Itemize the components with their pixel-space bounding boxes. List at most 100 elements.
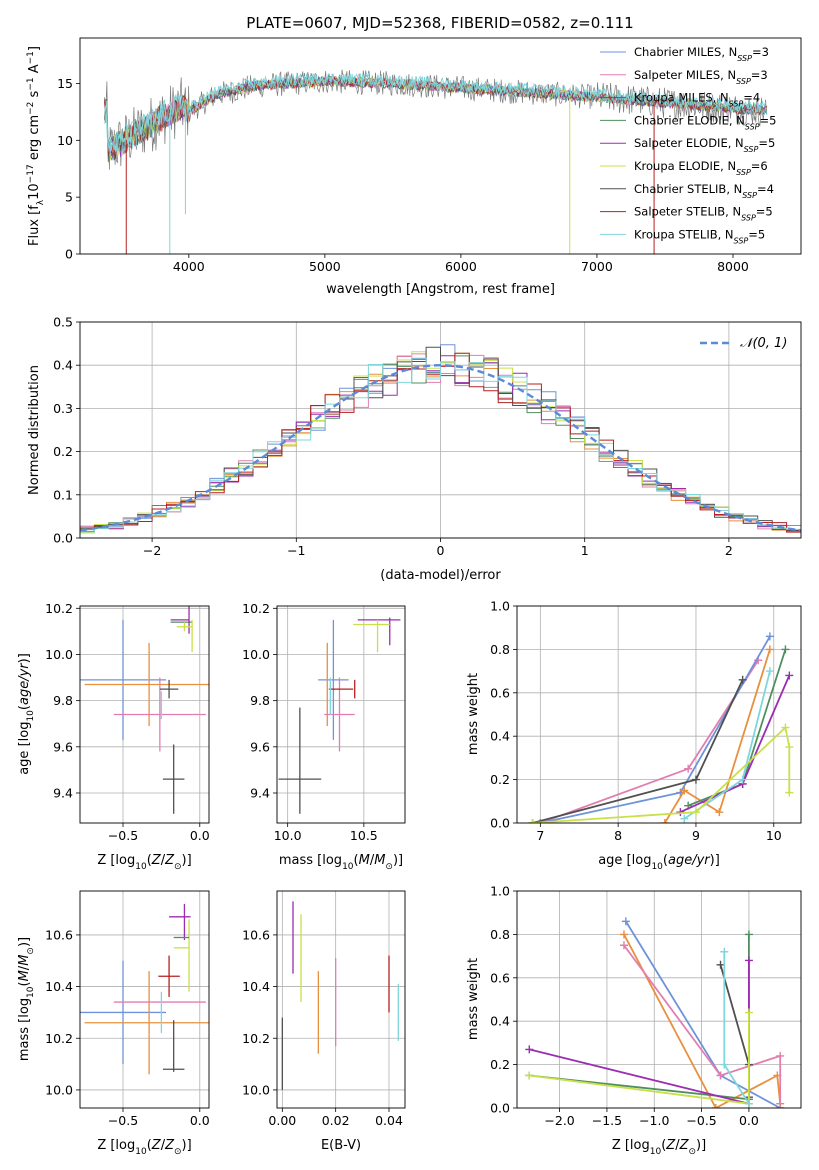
- spectrum-ylabel-part: −1: [26, 77, 36, 90]
- legend-label-name: Kroupa ELODIE, N: [634, 159, 736, 173]
- z_vs_age-xtick-label: −0.5: [108, 828, 138, 843]
- residuals-ytick-label: 0.1: [53, 487, 73, 502]
- z_vs_mass-ytick-label: 10.4: [45, 979, 73, 994]
- age_vs_weight-marker: [765, 667, 774, 676]
- age_vs_weight-plot-area: [528, 632, 794, 823]
- z_vs_age-xtick-label: 0.0: [190, 828, 210, 843]
- age_vs_weight-ylabel: mass weight: [466, 673, 481, 755]
- z_vs_mass-xlabel-part: Z: [151, 1138, 162, 1153]
- legend-label-name: Kroupa STELIB, N: [634, 227, 734, 241]
- mass_vs_age-plot-area: [278, 617, 401, 814]
- residuals-axes: −2 −1 0 1 2 0.0 0.1 0.2 0.3 0.4 0.5 (data-model)/er…: [27, 315, 802, 583]
- legend-label: Chabrier ELODIE, NSSP=5: [634, 113, 776, 130]
- age_vs_weight-ytick-label: 0.0: [490, 816, 510, 831]
- mass_vs_age-xtick-label: 10.0: [274, 828, 302, 843]
- legend-label-name: Chabrier MILES, N: [634, 45, 737, 59]
- mass_vs_age-xlabel-part: M: [359, 853, 370, 868]
- z_vs_weight-marker: [720, 947, 729, 956]
- z_vs_weight-marker: [720, 1060, 729, 1069]
- residuals-plot-area: [80, 344, 801, 534]
- age_vs_weight-marker: [785, 743, 794, 752]
- age_vs_weight-marker: [738, 775, 747, 784]
- spectrum-plot-area: [104, 69, 768, 254]
- ebv_vs_mass-xtick-label: 0.00: [268, 1113, 296, 1128]
- age_vs_weight-marker: [680, 814, 689, 823]
- legend-label-name: Chabrier STELIB, N: [634, 182, 742, 196]
- legend-label-name: Salpeter MILES, N: [634, 68, 736, 82]
- gaussian-curve: [80, 363, 801, 532]
- z_vs_weight-xlabel-part: )]: [696, 1138, 706, 1153]
- spectrum-ylabel-part: Flux [f: [27, 205, 42, 246]
- legend-label-sub: SSP: [745, 122, 760, 131]
- legend-label-sub: SSP: [742, 190, 757, 199]
- z_vs_age-plot-area: [80, 606, 209, 814]
- age_vs_weight-xtick-label: 10: [766, 828, 782, 843]
- legend-label: Salpeter MILES, NSSP=3: [634, 68, 768, 86]
- age_vs_weight-xlabel: age [log10(age/yr)]: [598, 853, 720, 872]
- legend-label-val: =5: [760, 113, 777, 127]
- ebv_vs_mass-ytick-label: 10.2: [242, 1031, 270, 1046]
- age_vs_weight-xtick-label: 7: [536, 828, 544, 843]
- residuals-xtick-label: −2: [143, 543, 161, 558]
- age_vs_weight-marker: [691, 808, 700, 817]
- z_vs_mass-axes: −0.5 0.010.010.210.410.6Z [log10(Z/Z⊙)]ma…: [17, 890, 210, 1157]
- z_vs_weight-series-line: [623, 944, 782, 1108]
- z_vs_age-point: [159, 679, 179, 699]
- z_vs_weight-xtick-label: −2.0: [544, 1113, 574, 1128]
- z_vs_weight-xlabel-part: ⊙: [688, 1147, 696, 1157]
- z_vs_mass-xlabel-part: Z: [164, 1138, 175, 1153]
- legend-label-name: Kroupa MILES, N: [634, 91, 729, 105]
- z_vs_mass-ylabel-part: )]: [17, 937, 32, 947]
- z_vs_mass-ytick-label: 10.0: [45, 1082, 73, 1097]
- z_vs_weight-xtick-label: 0.0: [739, 1113, 759, 1128]
- ebv_vs_mass-plot-area: [281, 901, 399, 1090]
- z_vs_age-point: [176, 622, 193, 632]
- legend-label: Salpeter ELODIE, NSSP=5: [634, 136, 775, 154]
- spectrum-ylabel-part: A: [27, 64, 42, 77]
- z_vs_mass-xlabel-part: )]: [182, 1138, 192, 1153]
- z_vs_mass-xlabel-part: /: [161, 1138, 166, 1153]
- z_vs_weight-plot-area: [525, 917, 785, 1108]
- z_vs_weight-xtick-label: −1.0: [639, 1113, 669, 1128]
- z_vs_weight-ytick-label: 0.8: [490, 927, 510, 942]
- z_vs_weight-marker: [525, 1071, 534, 1080]
- spectrum-ylabel: Flux [fλ10−17 erg cm−2 s−1 A−1]: [26, 46, 46, 246]
- spectrum-xlabel: wavelength [Angstrom, rest frame]: [326, 282, 555, 297]
- z_vs_weight-marker: [716, 1071, 725, 1080]
- residuals-ytick-label: 0.2: [53, 444, 73, 459]
- mass_vs_age-xlabel-part: ⊙: [385, 862, 393, 872]
- z_vs_weight-series-line: [529, 960, 750, 1105]
- age_vs_weight-ytick-label: 1.0: [490, 599, 510, 614]
- residuals-xtick-label: 2: [725, 543, 733, 558]
- z_vs_weight-marker: [711, 1104, 720, 1108]
- residuals-xtick-label: 0: [437, 543, 445, 558]
- z_vs_mass-xlabel-part: ⊙: [174, 1147, 182, 1157]
- z_vs_age-axes: −0.5 0.09.49.69.810.010.2Z [log10(Z/Z⊙)]a…: [17, 601, 210, 872]
- z_vs_age-ylabel: age [log10(age/yr)]: [17, 653, 36, 775]
- z_vs_mass-xtick-label: −0.5: [108, 1113, 138, 1128]
- z_vs_weight-marker: [621, 917, 630, 926]
- legend-label-val: =3: [752, 45, 769, 59]
- ebv_vs_mass-grid: [277, 891, 405, 1108]
- spectrum-ylabel-part: 10: [27, 183, 42, 200]
- spectrum-xtick-label: 7000: [581, 259, 613, 274]
- z_vs_age-point: [162, 744, 185, 814]
- age_vs_weight-series-line: [532, 725, 791, 823]
- z_vs_age-ytick-label: 9.8: [53, 693, 73, 708]
- z_vs_weight-xlabel-part: Z: [665, 1138, 676, 1153]
- z_vs_weight-ytick-label: 0.6: [490, 970, 510, 985]
- residuals-ytick-label: 0.4: [53, 358, 73, 373]
- legend-label-val: =4: [757, 182, 774, 196]
- z_vs_weight-xtick-label: −1.5: [592, 1113, 622, 1128]
- age_vs_weight-ytick-label: 0.8: [490, 642, 510, 657]
- legend-label-sub: SSP: [729, 99, 744, 108]
- mass_vs_age-frame: [276, 605, 406, 824]
- z_vs_mass-ylabel-part: /: [17, 965, 32, 970]
- z_vs_weight-marker: [744, 1099, 753, 1108]
- ebv_vs_mass-frame: [276, 890, 406, 1109]
- age_vs_weight-marker: [781, 723, 790, 732]
